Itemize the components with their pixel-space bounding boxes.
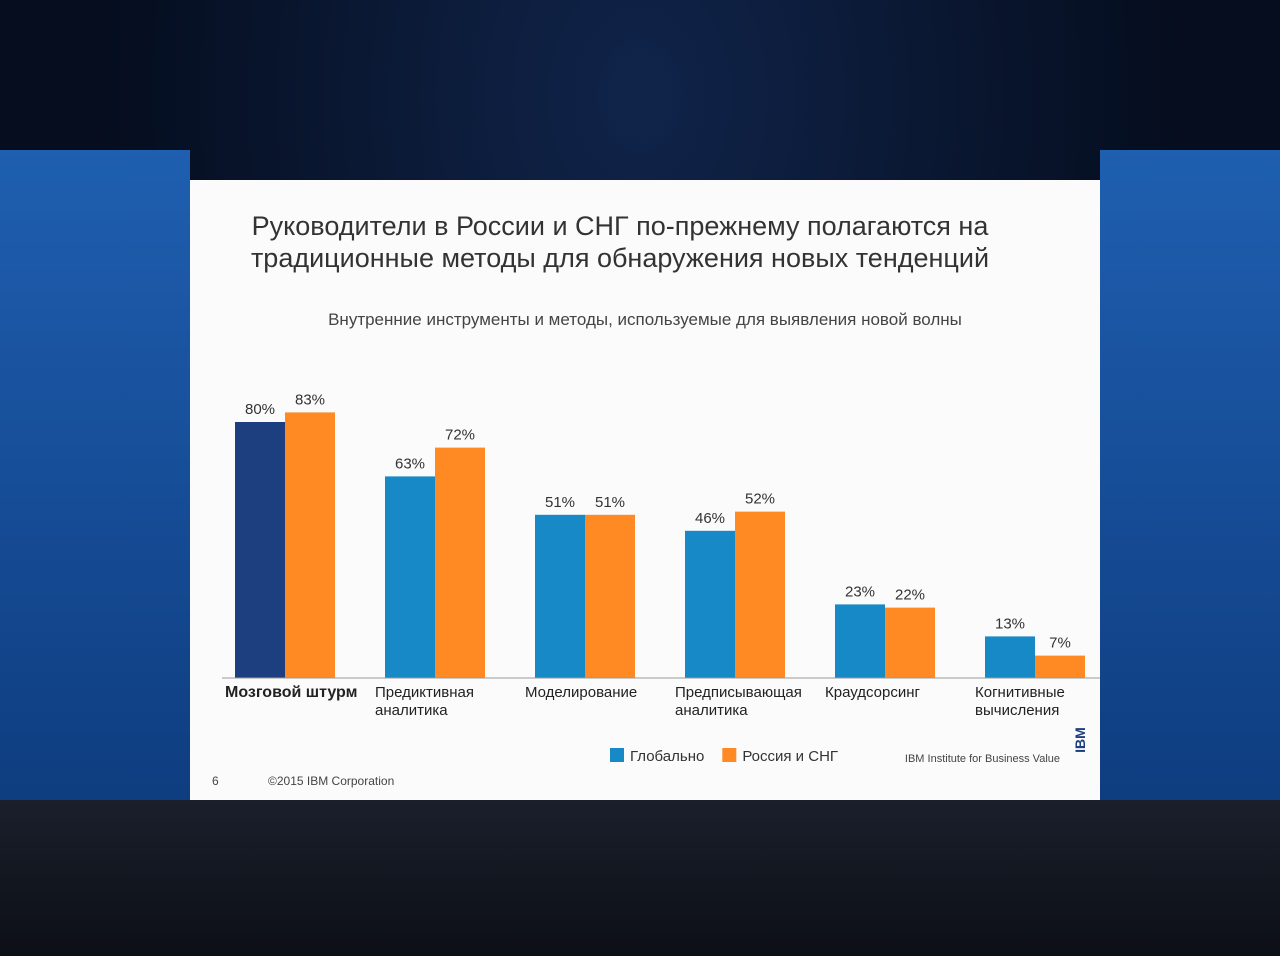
- value-label: 63%: [395, 455, 425, 472]
- legend-swatch: [610, 748, 624, 762]
- stage-floor: [0, 800, 1280, 956]
- x-tick-label: Краудсорсинг: [825, 684, 920, 701]
- chart-subtitle: Внутренние инструменты и методы, использ…: [328, 310, 962, 329]
- value-label: 22%: [895, 587, 925, 604]
- chart: Руководители в России и СНГ по-прежнему …: [212, 211, 1100, 788]
- side-screen: [0, 150, 190, 850]
- value-label: 80%: [245, 401, 275, 418]
- bar: [585, 514, 635, 678]
- x-tick-label: Моделирование: [525, 684, 638, 701]
- x-tick-label: Предписывающая аналитика: [675, 684, 802, 719]
- x-tick-label: Когнитивные вычисления: [975, 684, 1065, 719]
- legend-label: Россия и СНГ: [742, 748, 838, 765]
- legend-swatch: [722, 748, 737, 762]
- value-label: 23%: [845, 583, 875, 600]
- slide: Руководители в России и СНГ по-прежнему …: [190, 180, 1100, 800]
- bar: [385, 476, 435, 678]
- value-label: 13%: [995, 615, 1025, 632]
- bar: [285, 412, 335, 678]
- bar: [1035, 655, 1085, 678]
- x-tick-label: Предиктивная аналитика: [375, 684, 474, 719]
- bar: [885, 607, 935, 678]
- bar: [985, 636, 1035, 678]
- bar: [835, 604, 885, 678]
- x-tick-label: Мозговой штурм: [225, 684, 358, 701]
- side-screen: [1100, 150, 1280, 850]
- legend-label: Глобально: [630, 748, 704, 765]
- chart-title: Руководители в России и СНГ по-прежнему …: [250, 211, 990, 273]
- value-label: 72%: [445, 427, 475, 444]
- value-label: 7%: [1049, 635, 1071, 652]
- title-box: Руководители в России и СНГ по-прежнему …: [250, 211, 990, 273]
- logo: IBM: [1072, 727, 1088, 753]
- bar: [235, 422, 285, 678]
- value-label: 51%: [545, 494, 575, 511]
- page-number: 6: [212, 774, 219, 788]
- value-label: 51%: [595, 494, 625, 511]
- bar: [535, 514, 585, 678]
- value-label: 46%: [695, 510, 725, 527]
- bar: [735, 511, 785, 678]
- copyright: ©2015 IBM Corporation: [268, 774, 394, 788]
- source: IBM Institute for Business Value: [905, 753, 1060, 765]
- value-label: 83%: [295, 391, 325, 408]
- bar: [685, 530, 735, 678]
- value-label: 52%: [745, 491, 775, 508]
- bar: [435, 447, 485, 678]
